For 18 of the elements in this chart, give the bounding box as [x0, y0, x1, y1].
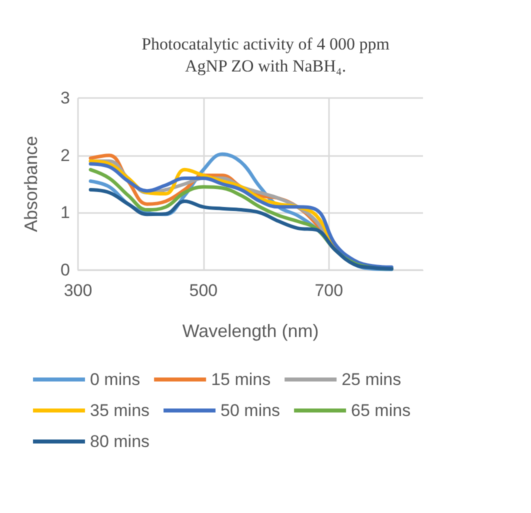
legend-label: 0 mins — [90, 370, 140, 389]
y-tick-label: 1 — [60, 203, 70, 222]
y-tick-label: 0 — [60, 260, 70, 280]
chart-title: Photocatalytic activity of 4 000 ppm AgNP ZO with NaBH₄. — [142, 34, 390, 76]
x-tick-label: 700 — [314, 281, 344, 300]
legend-label: 50 mins — [220, 401, 280, 420]
y-tick-label: 3 — [60, 88, 70, 108]
legend-label: 35 mins — [90, 401, 150, 420]
legend-label: 80 mins — [90, 432, 150, 451]
line-series — [88, 188, 394, 271]
legend-label: 25 mins — [342, 370, 402, 389]
y-axis-title: Absorbance — [21, 136, 41, 232]
y-tick-label: 2 — [60, 146, 70, 165]
x-tick-label: 500 — [189, 281, 218, 300]
legend-label: 65 mins — [351, 401, 411, 420]
x-tick-label: 300 — [64, 281, 92, 300]
x-axis-title: Wavelength (nm) — [182, 321, 319, 341]
legend-label: 15 mins — [211, 370, 271, 389]
